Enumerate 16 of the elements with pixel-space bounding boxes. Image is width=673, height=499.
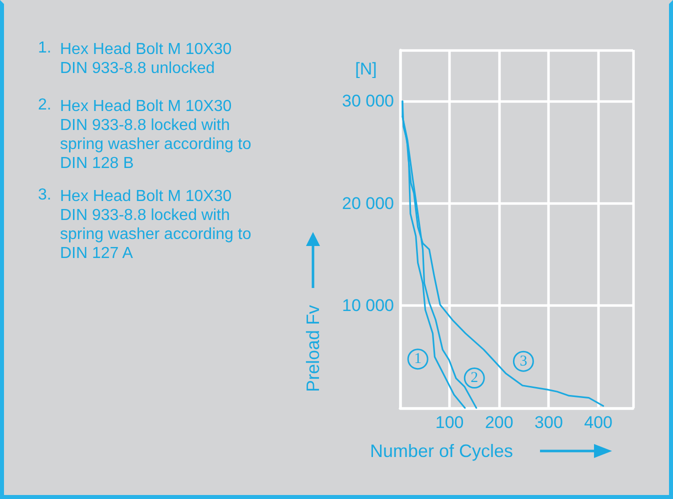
x-axis-title: Number of Cycles (370, 441, 514, 461)
x-tick-label: 100 (435, 413, 464, 432)
annotation: 3 (520, 353, 528, 370)
y-tick-label: 10 000 (342, 296, 394, 316)
text: 1. Hex Head Bolt M 10X30 DIN 933-8.8 unlocked (38, 40, 236, 77)
y-tick-label: 30 000 (342, 92, 394, 111)
y-axis-title: Preload Fv (303, 304, 323, 392)
x-tick-label: 400 (584, 413, 612, 432)
annotation: 1 (414, 351, 422, 368)
text: 3. Hex Head Bolt M 10X30 DIN 933-8.8 locked with spring washer according to DIN 127 A (38, 186, 256, 262)
text: 2. Hex Head Bolt M 10X30 DIN 933-8.8 locked with spring washer according to DIN 128 B (38, 96, 256, 172)
x-tick-label: 200 (484, 413, 514, 432)
y-tick-label: 20 000 (342, 194, 394, 213)
annotation: 2 (470, 370, 478, 386)
text: [N] (355, 60, 377, 78)
x-tick-label: 300 (534, 413, 563, 432)
